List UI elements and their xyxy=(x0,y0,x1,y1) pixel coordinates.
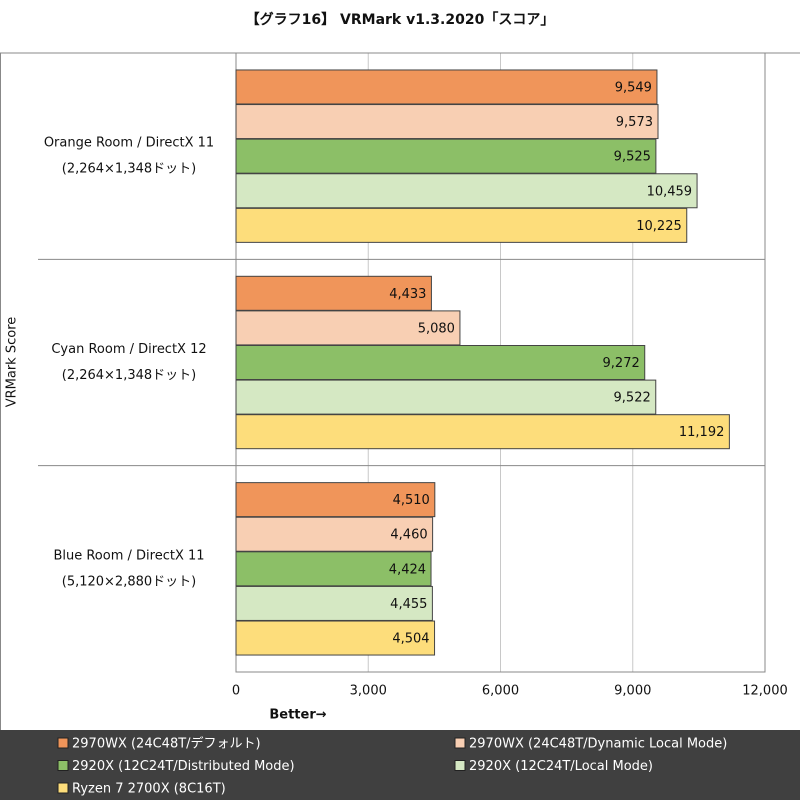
value-label: 4,433 xyxy=(389,287,426,302)
bar xyxy=(235,482,436,518)
bar xyxy=(235,620,436,656)
bar xyxy=(235,104,659,140)
bar xyxy=(235,138,657,174)
legend-text: 2970WX (24C48T/デフォルト) xyxy=(72,736,261,752)
category-sublabel: (5,120×2,880ドット) xyxy=(62,574,196,589)
value-label: 9,573 xyxy=(616,115,653,130)
x-tick-label: 6,000 xyxy=(482,684,519,699)
x-tick-label: 12,000 xyxy=(742,684,788,699)
bar xyxy=(235,173,698,209)
legend xyxy=(0,730,800,800)
bar xyxy=(235,207,688,243)
value-label: 9,549 xyxy=(615,80,652,95)
x-tick-label: 0 xyxy=(232,684,240,699)
value-label: 10,459 xyxy=(647,184,693,199)
category-sublabel: (2,264×1,348ドット) xyxy=(62,368,196,383)
bar xyxy=(235,275,432,311)
bar xyxy=(235,585,433,621)
bar xyxy=(235,310,461,346)
value-label: 11,192 xyxy=(679,425,725,440)
category-label: Blue Room / DirectX 11 xyxy=(53,548,204,563)
value-label: 9,522 xyxy=(614,391,651,406)
category-label: Cyan Room / DirectX 12 xyxy=(51,342,206,357)
bar xyxy=(235,379,657,415)
value-label: 4,510 xyxy=(393,493,430,508)
value-label: 10,225 xyxy=(636,219,682,234)
legend-text: 2920X (12C24T/Local Mode) xyxy=(469,759,653,774)
bar xyxy=(235,516,434,552)
value-label: 4,424 xyxy=(389,562,426,577)
chart-title: 【グラフ16】 VRMark v1.3.2020「スコア」 xyxy=(246,11,555,28)
bar xyxy=(235,414,730,450)
x-tick-label: 3,000 xyxy=(350,684,387,699)
value-label: 4,460 xyxy=(390,528,427,543)
value-label: 4,455 xyxy=(390,597,427,612)
y-axis-title: VRMark Score xyxy=(5,317,20,408)
value-label: 4,504 xyxy=(392,632,429,647)
legend-swatch xyxy=(57,737,69,749)
legend-text: 2970WX (24C48T/Dynamic Local Mode) xyxy=(469,737,727,752)
bar xyxy=(235,69,658,105)
category-sublabel: (2,264×1,348ドット) xyxy=(62,162,196,177)
legend-text: 2920X (12C24T/Distributed Mode) xyxy=(72,759,295,774)
x-axis-title: Better→ xyxy=(269,708,326,723)
legend-swatch xyxy=(57,782,69,794)
x-tick-label: 9,000 xyxy=(614,684,651,699)
bar xyxy=(235,345,646,380)
legend-swatch xyxy=(454,737,466,749)
value-label: 9,525 xyxy=(614,150,651,165)
value-label: 9,272 xyxy=(603,356,640,371)
legend-swatch xyxy=(57,760,69,771)
category-label: Orange Room / DirectX 11 xyxy=(44,136,214,151)
legend-text: Ryzen 7 2700X (8C16T) xyxy=(72,782,226,797)
legend-swatch xyxy=(454,760,466,771)
bar xyxy=(235,551,432,587)
value-label: 5,080 xyxy=(418,321,455,336)
